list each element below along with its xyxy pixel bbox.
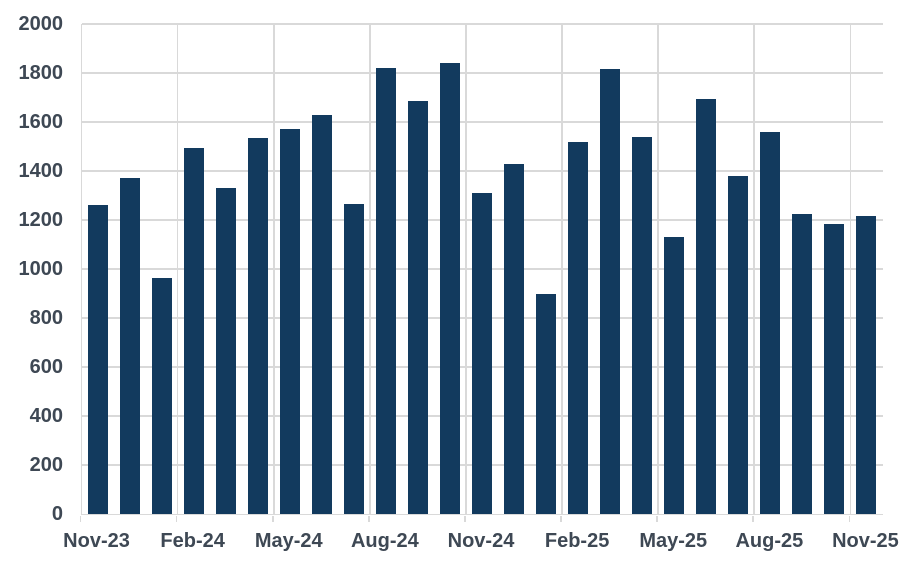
v-gridline — [272, 24, 275, 514]
v-gridline — [561, 24, 563, 514]
bar-Apr-24 — [247, 137, 268, 514]
bar-May-24 — [279, 129, 300, 514]
v-gridline — [657, 24, 660, 514]
v-gridline — [176, 24, 179, 514]
bar-Mar-25 — [600, 69, 621, 514]
x-tick-label: Feb-24 — [160, 530, 225, 552]
h-gridline — [81, 121, 883, 123]
h-gridline — [81, 170, 883, 172]
x-tick-label: Nov-24 — [447, 530, 515, 552]
y-tick-label: 200 — [29, 454, 63, 476]
plot-area — [80, 23, 883, 515]
bar-Oct-25 — [824, 223, 845, 514]
bar-Jun-25 — [696, 98, 717, 514]
axis-tick — [656, 515, 659, 522]
axis-tick — [560, 515, 562, 522]
bar-Aug-24 — [375, 68, 396, 514]
bar-Jul-24 — [343, 204, 364, 514]
bar-Feb-24 — [183, 147, 204, 514]
axis-tick — [464, 515, 466, 522]
bar-Dec-23 — [119, 178, 140, 514]
bar-Nov-23 — [87, 205, 108, 514]
v-gridline — [369, 24, 371, 514]
bar-Jun-24 — [311, 114, 332, 514]
x-tick-label: May-25 — [639, 530, 708, 552]
bar-Dec-24 — [504, 163, 525, 514]
y-tick-label: 1600 — [18, 111, 64, 133]
axis-tick — [175, 515, 178, 522]
y-tick-label: 600 — [29, 356, 63, 378]
bar-Mar-24 — [215, 188, 236, 514]
y-tick-label: 1200 — [18, 209, 64, 231]
x-tick-label: Nov-23 — [63, 530, 130, 552]
x-tick-label: Feb-25 — [544, 530, 610, 552]
y-tick-label: 0 — [51, 503, 63, 525]
x-tick-label: Aug-25 — [735, 530, 804, 552]
axis-tick — [752, 515, 755, 522]
bar-Sep-24 — [407, 101, 428, 514]
bar-Aug-25 — [760, 131, 781, 514]
bar-Nov-25 — [856, 216, 877, 514]
y-tick-label: 2000 — [18, 13, 64, 35]
y-tick-label: 1400 — [18, 160, 64, 182]
y-tick-label: 800 — [29, 307, 63, 329]
v-gridline — [753, 24, 756, 514]
bar-Sep-25 — [792, 213, 813, 514]
axis-tick — [271, 515, 274, 522]
axis-tick — [79, 515, 82, 522]
y-tick-label: 1800 — [18, 62, 64, 84]
bar-Jan-24 — [151, 277, 172, 514]
y-tick-label: 400 — [29, 405, 63, 427]
bar-Apr-25 — [632, 136, 653, 514]
v-gridline — [849, 24, 852, 514]
bar-Oct-24 — [439, 63, 460, 514]
bar-Jul-25 — [728, 175, 749, 514]
bar-Feb-25 — [568, 141, 589, 514]
h-gridline — [81, 72, 883, 74]
bar-Jan-25 — [536, 293, 557, 514]
h-gridline — [81, 23, 883, 25]
bar-May-25 — [664, 237, 685, 514]
x-tick-label: May-24 — [254, 530, 323, 552]
v-gridline — [465, 24, 467, 514]
axis-tick — [848, 515, 851, 522]
x-tick-label: Nov-25 — [832, 530, 899, 552]
bar-Nov-24 — [472, 193, 492, 514]
axis-tick — [368, 515, 370, 522]
y-tick-label: 1000 — [18, 258, 64, 280]
x-tick-label: Aug-24 — [350, 530, 419, 552]
